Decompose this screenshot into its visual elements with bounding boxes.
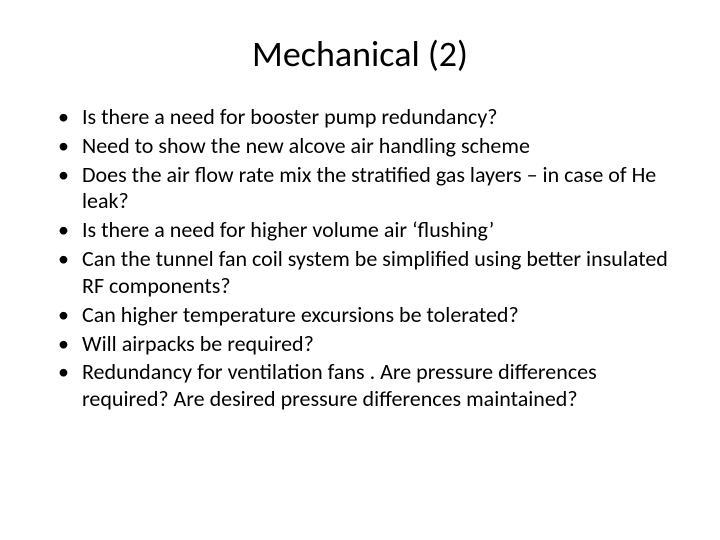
- bullet-list: Is there a need for booster pump redunda…: [54, 104, 672, 413]
- list-item: Need to show the new alcove air handling…: [54, 133, 672, 160]
- list-item: Will airpacks be required?: [54, 331, 672, 358]
- list-item: Can the tunnel fan coil system be simpli…: [54, 246, 672, 300]
- slide-title: Mechanical (2): [48, 32, 672, 76]
- list-item: Is there a need for booster pump redunda…: [54, 104, 672, 131]
- list-item: Is there a need for higher volume air ‘f…: [54, 217, 672, 244]
- list-item: Can higher temperature excursions be tol…: [54, 302, 672, 329]
- slide: Mechanical (2) Is there a need for boost…: [0, 0, 720, 540]
- list-item: Redundancy for ventilation fans . Are pr…: [54, 359, 672, 413]
- list-item: Does the air flow rate mix the stratifie…: [54, 162, 672, 216]
